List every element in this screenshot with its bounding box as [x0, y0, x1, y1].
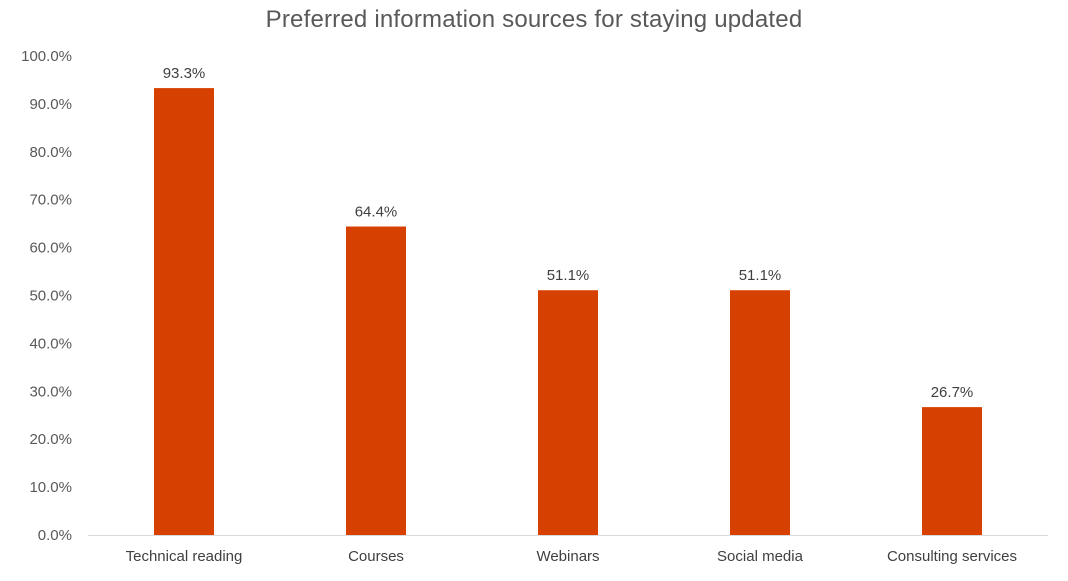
- data-label: 93.3%: [163, 65, 206, 82]
- data-label: 26.7%: [931, 384, 974, 401]
- y-tick-label: 100.0%: [21, 48, 72, 65]
- x-category-label: Consulting services: [887, 548, 1017, 565]
- y-tick-label: 40.0%: [29, 335, 72, 352]
- bar: [922, 407, 982, 535]
- bar: [538, 290, 598, 535]
- y-axis-ticks: 0.0% 10.0% 20.0% 30.0% 40.0% 50.0% 60.0% 70.0% 8…: [21, 48, 72, 544]
- y-tick-label: 20.0%: [29, 431, 72, 448]
- x-category-label: Webinars: [536, 548, 599, 565]
- y-tick-label: 80.0%: [29, 144, 72, 161]
- x-category-label: Courses: [348, 548, 404, 565]
- data-label: 64.4%: [355, 204, 398, 221]
- bars-group: [154, 88, 982, 536]
- data-label: 51.1%: [739, 267, 782, 284]
- y-tick-label: 30.0%: [29, 383, 72, 400]
- y-tick-label: 50.0%: [29, 288, 72, 305]
- bar: [154, 88, 214, 535]
- y-tick-label: 0.0%: [38, 527, 72, 544]
- x-category-label: Social media: [717, 548, 804, 565]
- chart-title: Preferred information sources for stayin…: [265, 6, 803, 33]
- y-tick-label: 70.0%: [29, 192, 72, 209]
- data-labels-group: 93.3% 64.4% 51.1% 51.1% 26.7%: [163, 65, 974, 401]
- data-label: 51.1%: [547, 267, 590, 284]
- bar: [730, 290, 790, 535]
- bar: [346, 226, 406, 536]
- category-labels-group: Technical reading Courses Webinars Social m…: [126, 548, 1017, 565]
- y-tick-label: 10.0%: [29, 479, 72, 496]
- x-category-label: Technical reading: [126, 548, 243, 565]
- y-tick-label: 60.0%: [29, 240, 72, 257]
- y-tick-label: 90.0%: [29, 96, 72, 113]
